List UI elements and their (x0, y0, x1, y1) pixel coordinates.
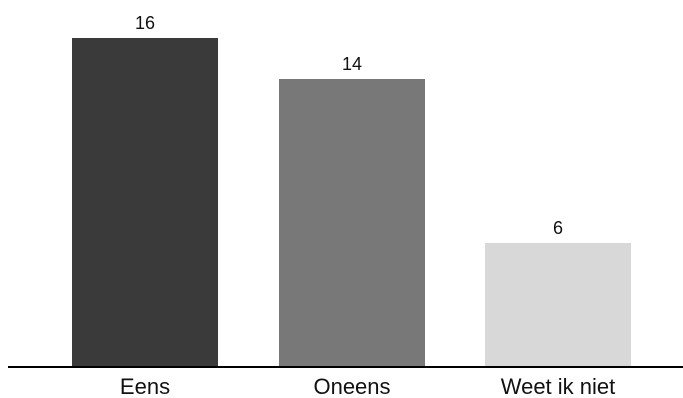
bar-oneens (279, 79, 425, 366)
category-label: Weet ik niet (501, 374, 616, 398)
bar-weet-ik-niet (485, 243, 631, 366)
bars-layer (72, 38, 631, 366)
data-label: 14 (342, 54, 362, 74)
category-label: Eens (120, 374, 170, 398)
category-labels-layer: Eens Oneens Weet ik niet (120, 374, 615, 398)
data-labels-layer: 16 14 6 (135, 13, 563, 238)
category-label: Oneens (313, 374, 390, 398)
data-label: 16 (135, 13, 155, 33)
bar-eens (72, 38, 218, 366)
data-label: 6 (553, 218, 563, 238)
